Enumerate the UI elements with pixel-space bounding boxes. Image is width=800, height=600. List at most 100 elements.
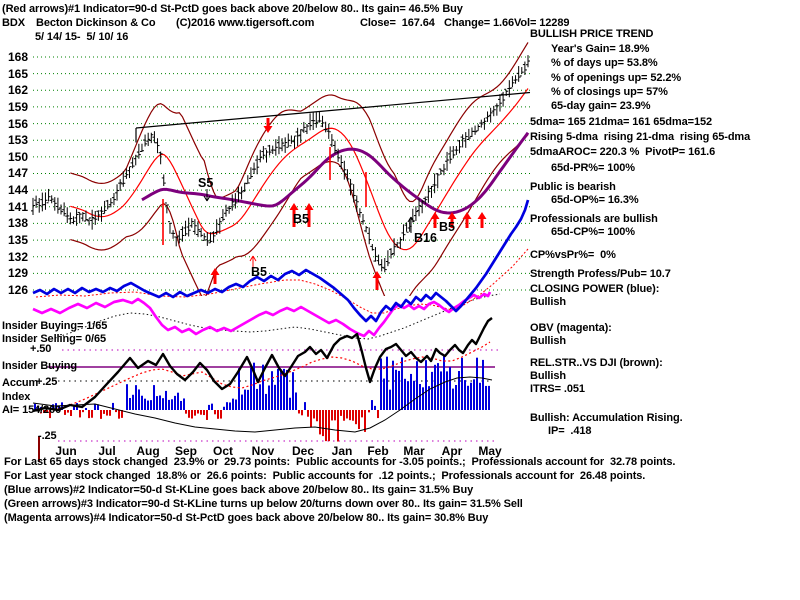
accum-down-bar <box>220 410 222 419</box>
volume-value: Vol= 12289 <box>514 17 570 29</box>
accum-down-bar <box>79 410 81 418</box>
panel-line-bullish-price-trend: BULLISH PRICE TREND <box>530 28 654 40</box>
panel-line-obv-bullish: Bullish <box>530 335 566 347</box>
cp-average-line <box>35 248 529 314</box>
accum-up-bar <box>380 358 382 410</box>
buy-arrow-red <box>477 212 487 228</box>
accum-up-bar <box>479 382 481 410</box>
buy-arrow-red <box>289 203 299 227</box>
accum-up-bar <box>286 369 288 410</box>
accum-up-bar <box>395 369 397 410</box>
month-label: Jul <box>98 444 116 458</box>
accum-up-bar <box>232 398 234 410</box>
price-tick-label: 141 <box>7 199 28 214</box>
panel-line-itrs: ITRS= .051 <box>530 383 585 395</box>
accum-up-bar <box>85 407 87 410</box>
footer-year-summary: For Last year stock changed 18.8% or 26.… <box>4 470 646 482</box>
accum-down-bar <box>106 410 108 416</box>
relative-strength-line <box>54 293 501 340</box>
closing-power-line <box>32 199 530 323</box>
buy-arrow-red <box>462 212 472 228</box>
minus25-label: -.25 <box>38 430 57 442</box>
price-tick-label: 159 <box>7 99 28 114</box>
accum-up-bar <box>247 389 249 410</box>
volume-histogram-group <box>34 355 490 442</box>
accum-up-bar <box>94 404 96 410</box>
accum-down-bar <box>298 410 300 414</box>
accum-up-bar <box>292 372 294 410</box>
footer-65day-summary: For Last 65 days stock changed 23.9% or … <box>4 456 676 468</box>
accum-up-bar <box>268 385 270 410</box>
month-label: Apr <box>441 444 463 458</box>
company-name: Becton Dickinson & Co <box>36 17 156 29</box>
insider-buying2-label: Insider Buying <box>2 360 77 372</box>
accum-up-bar <box>262 364 264 410</box>
accum-up-bar <box>129 397 131 410</box>
accum-up-bar <box>452 388 454 410</box>
accum-down-bar <box>214 410 216 415</box>
accum-up-bar <box>428 386 430 410</box>
accum-up-bar <box>425 360 427 410</box>
line <box>249 255 254 262</box>
accum-up-bar <box>283 368 285 410</box>
panel-line-relstr-bullish: Bullish <box>530 370 566 382</box>
panel-line-65d-cp: 65d-CP%= 100% <box>551 226 635 238</box>
accum-down-bar <box>191 410 193 419</box>
accum-up-bar <box>61 402 63 410</box>
panel-line-professionals: Professionals are bullish <box>530 213 658 225</box>
ticker-symbol: BDX <box>2 17 25 29</box>
accum-up-bar <box>144 398 146 410</box>
accum-down-bar <box>103 410 105 414</box>
signal-label-b5: B5 <box>251 265 267 279</box>
ma21-line <box>70 88 529 251</box>
accum-down-bar <box>64 410 66 415</box>
accum-up-bar <box>431 371 433 410</box>
panel-line-65d-pr: 65d-PR%= 100% <box>551 162 635 174</box>
insider-selling-label: Insider Selling= 0/65 <box>2 333 106 345</box>
panel-line-rising-dmas: Rising 5-dma rising 21-dma rising 65-dma <box>530 131 751 143</box>
accum-down-bar <box>310 410 312 428</box>
accum-down-bar <box>194 410 196 416</box>
change-value: Change= 1.66 <box>444 17 515 29</box>
accum-up-bar <box>253 362 255 410</box>
month-label: Dec <box>291 444 314 458</box>
accum-down-bar <box>200 410 202 415</box>
accum-up-bar <box>135 385 137 410</box>
month-label: Nov <box>251 444 275 458</box>
line <box>203 195 208 202</box>
panel-line-ip: IP= .418 <box>548 425 592 437</box>
accum-up-bar <box>437 363 439 410</box>
month-label: Feb <box>367 444 389 458</box>
month-label: Oct <box>212 444 233 458</box>
price-tick-label: 138 <box>7 216 28 231</box>
accum-up-bar <box>416 361 418 410</box>
accum-label: Accum <box>2 377 39 389</box>
ai-average-line <box>39 341 491 414</box>
panel-line-years-gain: Year's Gain= 18.9% <box>551 43 650 55</box>
accum-down-bar <box>377 410 379 419</box>
signal1-description: (Red arrows)#1 Indicator=90-d St-PctD go… <box>2 3 463 15</box>
accum-down-bar <box>46 410 48 413</box>
accum-up-bar <box>171 399 173 410</box>
accum-up-bar <box>392 360 394 410</box>
accum-up-bar <box>458 371 460 410</box>
footer-signal3: (Green arrows)#3 Indicator=90-d St-KLine… <box>4 498 523 510</box>
accum-down-bar <box>313 410 315 419</box>
accum-up-bar <box>138 389 140 410</box>
accum-up-bar <box>211 403 213 410</box>
accum-up-bar <box>162 398 164 410</box>
signal-label-b16: B16 <box>414 231 437 245</box>
thin-up-arrow <box>407 216 415 233</box>
accum-down-bar <box>340 410 342 416</box>
accum-up-bar <box>407 381 409 410</box>
insider-buying-label: Insider Buying= 1/65 <box>2 320 108 332</box>
price-tick-label: 144 <box>7 183 28 198</box>
accum-down-bar <box>316 410 318 422</box>
panel-line-cp-bullish: Bullish <box>530 296 566 308</box>
accum-down-bar <box>118 410 120 419</box>
line <box>206 195 211 202</box>
resistance-trendline <box>135 91 531 129</box>
buy-arrow-red <box>447 212 457 228</box>
accum-down-bar <box>334 410 336 421</box>
